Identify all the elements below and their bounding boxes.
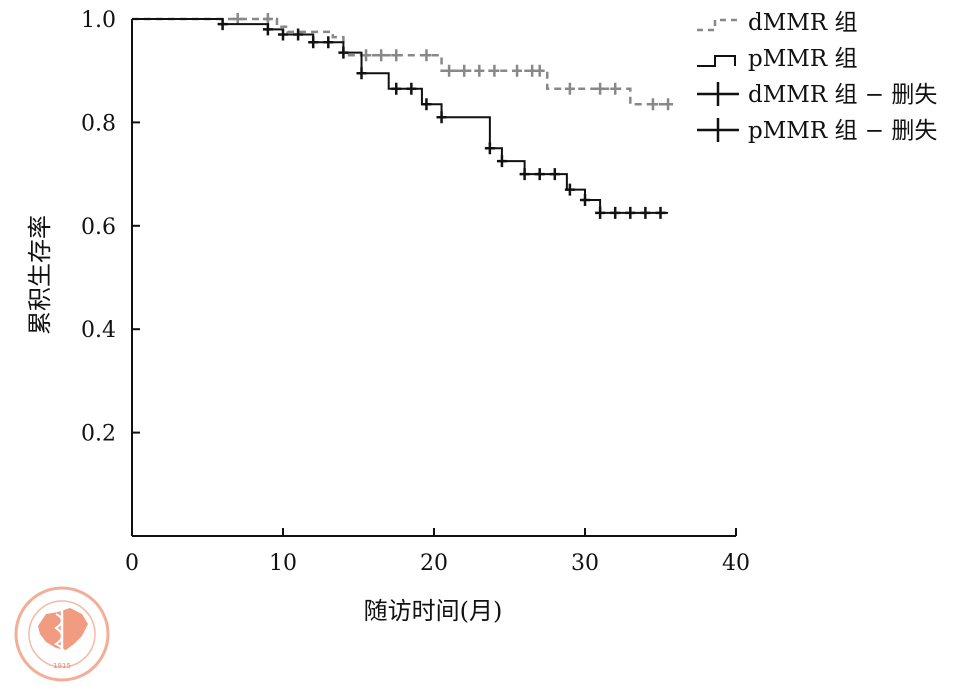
x-tick-label: 20 bbox=[420, 551, 448, 576]
legend-label: dMMR 组 − 删失 bbox=[748, 82, 937, 108]
pmmr-censor-mark bbox=[595, 206, 606, 219]
dmmr-survival-line bbox=[132, 17, 669, 106]
dmmr-censor-mark bbox=[459, 64, 470, 77]
pmmr-censor-mark bbox=[534, 168, 545, 181]
pmmr-censor-mark bbox=[655, 206, 666, 219]
y-tick-label: 0.6 bbox=[81, 215, 116, 240]
legend-swatch-censor bbox=[697, 118, 739, 142]
pmmr-censor-mark bbox=[436, 111, 447, 124]
legend-label: dMMR 组 bbox=[748, 10, 857, 36]
x-tick-label: 0 bbox=[125, 551, 139, 576]
dmmr-censor-mark bbox=[361, 49, 372, 62]
pmmr-censor-mark bbox=[496, 155, 507, 168]
x-axis-ticks: 0 10 20 30 40 bbox=[125, 528, 750, 576]
pmmr-censor-mark bbox=[564, 183, 575, 196]
pmmr-censor-mark bbox=[580, 193, 590, 206]
pmmr-censor-mark bbox=[323, 36, 334, 49]
dmmr-censor-mark bbox=[421, 49, 432, 62]
pmmr-censor-mark bbox=[625, 206, 636, 219]
dmmr-censor-mark bbox=[512, 64, 523, 77]
dmmr-censor-mark bbox=[391, 49, 402, 62]
dmmr-censor-mark bbox=[232, 13, 243, 25]
x-axis-label: 随访时间(月) bbox=[364, 597, 503, 625]
pmmr-censor-mark bbox=[293, 28, 304, 41]
dmmr-censor-mark bbox=[262, 13, 273, 25]
dmmr-censor-mark bbox=[376, 49, 387, 62]
dmmr-censor-mark bbox=[610, 82, 621, 95]
chinese-medical-association-logo: 1915 bbox=[14, 586, 110, 682]
y-tick-label: 0.4 bbox=[81, 318, 116, 343]
pmmr-censor-mark bbox=[640, 206, 651, 219]
pmmr-censor-mark bbox=[484, 142, 495, 155]
x-tick-label: 30 bbox=[571, 551, 599, 576]
legend-label: pMMR 组 bbox=[748, 46, 857, 72]
x-tick-label: 40 bbox=[722, 551, 750, 576]
pmmr-censor-mark bbox=[308, 36, 319, 49]
pmmr-censor-mark bbox=[217, 18, 228, 31]
pmmr-censor-mark bbox=[519, 168, 530, 181]
logo-year: 1915 bbox=[53, 662, 71, 670]
pmmr-censor-mark bbox=[406, 82, 417, 95]
pmmr-censor-mark bbox=[391, 82, 402, 95]
logo-serpent-icon bbox=[54, 613, 65, 657]
logo-outer-ring bbox=[14, 586, 110, 682]
pmmr-censor-mark bbox=[549, 168, 560, 181]
legend-label: pMMR 组 − 删失 bbox=[748, 118, 937, 144]
y-axis-label: 累积生存率 bbox=[26, 215, 54, 335]
dmmr-censor-mark bbox=[489, 64, 500, 77]
x-tick-label: 10 bbox=[269, 551, 297, 576]
dmmr-censor-mark bbox=[474, 64, 485, 77]
pmmr-censor-mark bbox=[421, 98, 432, 111]
dmmr-censor-mark bbox=[564, 82, 575, 95]
dmmr-censor-mark bbox=[444, 64, 455, 77]
legend-swatch-pmmr bbox=[697, 55, 736, 67]
dmmr-censor-mark bbox=[663, 98, 674, 111]
y-tick-label: 1.0 bbox=[81, 8, 116, 33]
dmmr-censor-mark bbox=[534, 64, 545, 77]
y-tick-label: 0.2 bbox=[81, 422, 116, 447]
legend: dMMR 组 pMMR 组 dMMR 组 − 删失 pMMR 组 − 删失 bbox=[697, 10, 937, 144]
y-tick-label: 0.8 bbox=[81, 111, 116, 136]
pmmr-censor-mark bbox=[610, 206, 621, 219]
pmmr-censor-mark bbox=[338, 46, 349, 59]
legend-swatch-censor bbox=[697, 82, 739, 106]
pmmr-survival-line bbox=[132, 18, 669, 214]
logo-inner-ring bbox=[28, 600, 96, 668]
dmmr-censor-mark bbox=[647, 98, 658, 111]
legend-swatch-dmmr bbox=[697, 18, 739, 32]
pmmr-censor-mark bbox=[278, 28, 288, 41]
dmmr-censor-mark bbox=[595, 82, 606, 95]
pmmr-censor-mark bbox=[356, 67, 367, 80]
pmmr-censor-mark bbox=[262, 23, 273, 36]
series-layer bbox=[132, 13, 674, 219]
axes bbox=[131, 19, 736, 537]
y-axis-ticks: 0.2 0.4 0.6 0.8 1.0 bbox=[81, 8, 140, 447]
